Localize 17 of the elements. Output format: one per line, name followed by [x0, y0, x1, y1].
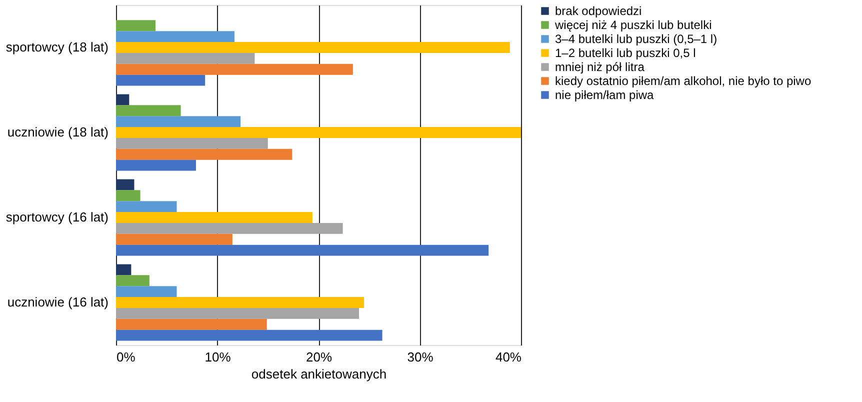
legend-label: mniej niż pół litra	[555, 60, 645, 74]
x-tick-label: 20%	[306, 350, 332, 364]
legend-label: 1–2 butelki lub puszki 0,5 l	[555, 46, 696, 60]
y-tick-label: sportowcy (18 lat)	[6, 40, 108, 54]
legend-label: więcej niż 4 puszki lub butelki	[554, 18, 712, 32]
legend-label: kiedy ostatnio piłem/am alkohol, nie było to piwo	[555, 74, 812, 88]
x-tick-label: 10%	[204, 350, 232, 364]
y-tick-label: uczniowie (16 lat)	[7, 294, 108, 310]
legend-label: 3–4 butelki lub puszki (0,5–1 l)	[555, 32, 718, 46]
x-tick-label: 40%	[495, 350, 522, 364]
x-tick-label: 30%	[407, 350, 434, 364]
x-tick-label: 0%	[116, 350, 136, 364]
legend-label: nie piłem/łam piwa	[555, 88, 654, 102]
legend-label: brak odpowiedzi	[555, 4, 642, 18]
y-tick-label: uczniowie (18 lat)	[7, 124, 108, 140]
y-tick-label: sportowcy (16 lat)	[6, 210, 108, 224]
x-axis-title: odsetek ankietowanych	[251, 366, 387, 382]
